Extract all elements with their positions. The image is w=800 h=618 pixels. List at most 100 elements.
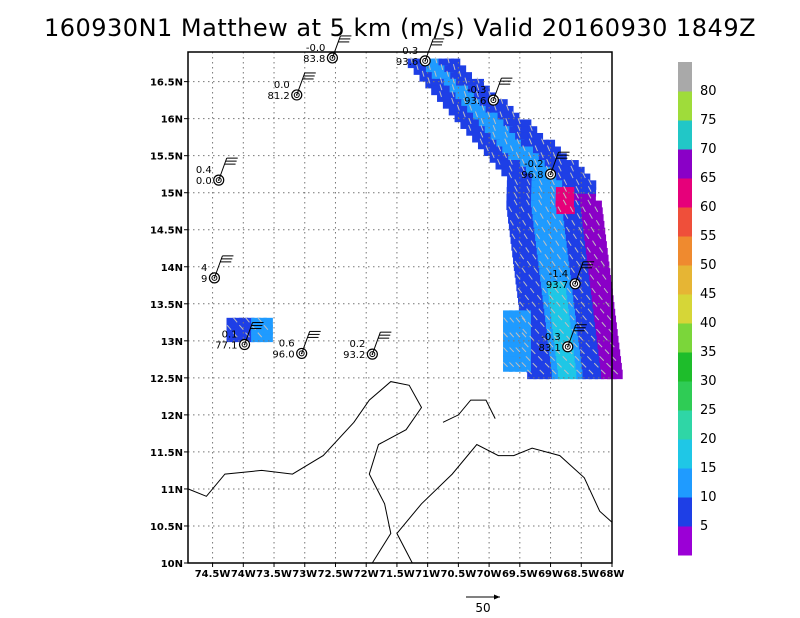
x-tick-label: 68W	[600, 569, 625, 580]
scale-vector: 50	[466, 594, 500, 615]
y-tick-label: 16N	[161, 115, 183, 126]
x-tick-label: 74.5W	[195, 569, 231, 580]
x-tick-label: 70W	[477, 569, 502, 580]
y-tick-label: 11.5N	[150, 448, 183, 459]
station-marker: -0.383.1	[538, 324, 587, 354]
station-top-value: 0.0	[274, 80, 290, 91]
colorbar-swatch	[678, 381, 692, 411]
station-marker: 0.081.2	[267, 72, 316, 102]
colorbar-label: 60	[700, 200, 717, 215]
colorbar-label: 15	[700, 461, 717, 476]
colorbar-swatch	[678, 178, 692, 208]
colorbar-label: 40	[700, 316, 717, 331]
colorbar-swatch	[678, 410, 692, 440]
colorbar-label: 30	[700, 374, 717, 389]
station-top-value: 0.4	[196, 165, 212, 176]
station-marker: 0.696.0	[272, 330, 321, 360]
colorbar-swatch	[678, 468, 692, 498]
colorbar-swatch	[678, 120, 692, 150]
x-tick-label: 72.5W	[318, 569, 354, 580]
station-bottom-value: 96.8	[521, 170, 543, 181]
y-axis-ticks: 10N 10.5N 11N 11.5N 12N 12.5N 13N 13.5N 14N 14.5N…	[150, 78, 188, 570]
colorbar-label: 25	[700, 403, 717, 418]
station-top-value: -0.0	[306, 43, 326, 54]
y-tick-label: 13N	[161, 337, 183, 348]
colorbar-label: 20	[700, 432, 717, 447]
x-tick-label: 74W	[231, 569, 256, 580]
station-marker: 49	[201, 255, 234, 285]
station-bottom-value: 96.0	[272, 349, 294, 360]
y-tick-label: 16.5N	[150, 78, 183, 89]
station-bottom-value: 83.1	[538, 343, 560, 354]
colorbar-label: 10	[700, 490, 717, 505]
station-bottom-value: 93.7	[546, 280, 568, 291]
colorbar-swatch	[678, 497, 692, 527]
wind-vectors	[226, 57, 619, 375]
colorbar-label: 65	[700, 171, 717, 186]
colorbar-swatch	[678, 265, 692, 295]
y-tick-label: 12.5N	[150, 374, 183, 385]
plot-frame	[187, 51, 613, 564]
colorbar: 5 10 15 20 25 30 35 40 45 50 55 60 65 70 75 80	[678, 62, 717, 556]
colorbar-swatch	[678, 526, 692, 556]
colorbar-swatch	[678, 323, 692, 353]
station-top-value: -0.2	[524, 159, 544, 170]
station-bottom-value: 81.2	[267, 91, 289, 102]
colorbar-label: 75	[700, 113, 717, 128]
x-tick-label: 72W	[354, 569, 379, 580]
colorbar-swatch	[678, 439, 692, 469]
station-marker: 0.40.0	[196, 157, 238, 187]
station-marker: -1.493.7	[546, 261, 595, 291]
coastline	[187, 381, 613, 564]
station-marker: 0.177.1	[215, 322, 264, 352]
x-tick-label: 70.5W	[441, 569, 477, 580]
y-tick-label: 14.5N	[150, 226, 183, 237]
x-tick-label: 68.5W	[563, 569, 599, 580]
station-bottom-value: 9	[201, 274, 207, 285]
station-top-value: -0.3	[541, 332, 561, 343]
station-top-value: 0.1	[222, 330, 238, 341]
colorbar-label: 55	[700, 229, 717, 244]
colorbar-swatch	[678, 207, 692, 237]
x-tick-label: 73W	[292, 569, 317, 580]
y-tick-label: 12N	[161, 411, 183, 422]
colorbar-swatch	[678, 236, 692, 266]
colorbar-swatch	[678, 91, 692, 121]
colorbar-label: 80	[700, 84, 717, 99]
colorbar-swatch	[678, 62, 692, 92]
station-bottom-value: 83.8	[303, 54, 325, 65]
colorbar-label: 50	[700, 258, 717, 273]
station-marker: -0.296.8	[521, 151, 570, 181]
y-tick-label: 11N	[161, 485, 183, 496]
station-top-value: -1.4	[549, 269, 569, 280]
station-top-value: 0.6	[279, 338, 295, 349]
station-top-value: 0.2	[349, 339, 365, 350]
y-tick-label: 10N	[161, 559, 183, 570]
wind-speed-shading	[226, 58, 623, 380]
colorbar-swatch	[678, 149, 692, 179]
station-bottom-value: 77.1	[215, 341, 237, 352]
colorbar-swatch	[678, 352, 692, 382]
y-tick-label: 13.5N	[150, 300, 183, 311]
x-tick-label: 69.5W	[502, 569, 538, 580]
x-tick-label: 69W	[538, 569, 563, 580]
station-marker: -0.393.6	[464, 77, 513, 107]
y-tick-label: 10.5N	[150, 522, 183, 533]
colorbar-label: 5	[700, 519, 708, 534]
colorbar-label: 45	[700, 287, 717, 302]
y-tick-label: 15N	[161, 189, 183, 200]
x-axis-ticks: 74.5W 74W 73.5W 73W 72.5W 72W 71.5W 71W 70.5W 70W…	[195, 563, 625, 580]
y-tick-label: 15.5N	[150, 152, 183, 163]
y-tick-label: 14N	[161, 263, 183, 274]
station-bottom-value: 93.6	[396, 57, 418, 68]
x-tick-label: 73.5W	[256, 569, 292, 580]
colorbar-label: 35	[700, 345, 717, 360]
chart-title: 160930N1 Matthew at 5 km (m/s) Valid 201…	[43, 14, 757, 42]
station-marker: -0.083.8	[303, 35, 352, 65]
station-top-value: 4	[201, 263, 207, 274]
station-marker: 0.293.2	[343, 331, 392, 361]
station-bottom-value: 93.6	[464, 96, 486, 107]
station-bottom-value: 93.2	[343, 350, 365, 361]
colorbar-swatch	[678, 294, 692, 324]
scale-vector-label: 50	[475, 601, 490, 615]
